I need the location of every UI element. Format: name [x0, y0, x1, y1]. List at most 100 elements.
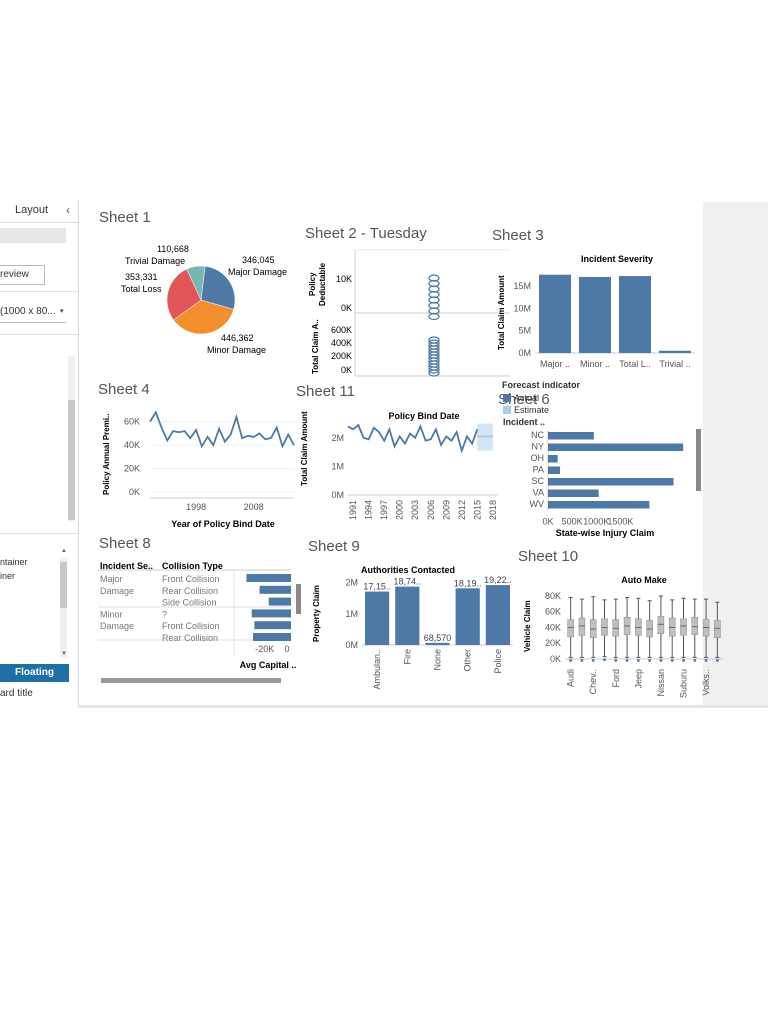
- show-dashboard-title-checkbox-label[interactable]: ard title: [0, 688, 33, 699]
- sheet9-bar: [365, 591, 390, 645]
- legend-actual-label: Actual: [514, 393, 540, 403]
- sheet9-xtick: Ambulan..: [372, 649, 382, 690]
- sheet10-outlier: [625, 659, 629, 662]
- floating-button[interactable]: Floating: [0, 664, 69, 682]
- sheet8-table-chart[interactable]: Incident Se.. Collision Type Avg Capital…: [96, 556, 306, 686]
- sheet8-collision-type: Rear Collision: [162, 633, 218, 643]
- sheet10-outlier: [682, 659, 685, 662]
- scrollbar-track[interactable]: [68, 356, 75, 521]
- sheet10-box-plot[interactable]: Auto Make Vehicle Claim 80K 60K 40K 20K 0K Au…: [515, 572, 725, 702]
- sheet6-bar: [548, 501, 650, 509]
- sheet11-xtick: 2018: [488, 500, 498, 520]
- sheet1-title[interactable]: Sheet 1: [99, 209, 151, 226]
- sheet9-chart-title: Authorities Contacted: [361, 565, 455, 575]
- sheet8-bar: [253, 633, 291, 641]
- tree-scrollbar-thumb[interactable]: [60, 562, 67, 608]
- sheet8-hscrollbar[interactable]: [101, 678, 281, 683]
- sheet11-xtick: 1997: [379, 500, 389, 520]
- sheet1-pie-chart[interactable]: 110,668 Trivial Damage 353,331 Total Los…: [95, 235, 305, 360]
- sheet10-box: [578, 617, 586, 636]
- pie-label-minor: Minor Damage: [207, 345, 266, 355]
- sheet6-bar: [548, 432, 594, 440]
- sheet8-bar: [251, 609, 291, 618]
- sheet10-box: [714, 620, 721, 638]
- device-preview-bar[interactable]: [0, 228, 66, 243]
- sheet10-xtick: Nissan: [656, 669, 666, 697]
- sheet4-line-chart[interactable]: Policy Annual Premi.. Year of Policy Bin…: [98, 400, 298, 535]
- tab-layout[interactable]: Layout: [15, 204, 49, 216]
- sheet3-ytick: 15M: [513, 281, 531, 291]
- sheet4-xlabel: Year of Policy Bind Date: [171, 519, 275, 529]
- sheet6-bar: [548, 478, 674, 486]
- sheet8-collision-type: Front Collision: [162, 574, 220, 584]
- tree-scrollbar[interactable]: [60, 558, 67, 658]
- sheet9-ylabel: Property Claim: [312, 585, 321, 642]
- sheet9-xtick: None: [433, 649, 443, 671]
- sheet9-ytick: 1M: [345, 609, 358, 619]
- sheet9-title[interactable]: Sheet 9: [308, 538, 360, 555]
- size-select[interactable]: (1000 x 80... ▾: [0, 306, 66, 323]
- sheet11-line-chart[interactable]: Policy Bind Date Total Claim Amount 2M 1M…: [298, 400, 503, 530]
- sheet9-bar-chart[interactable]: Authorities Contacted Property Claim 2M 1…: [305, 560, 515, 695]
- sheet10-chart-title: Auto Make: [621, 575, 667, 585]
- sheet4-ytick: 40K: [124, 440, 140, 450]
- sheet3-title[interactable]: Sheet 3: [492, 227, 544, 244]
- sheet9-xtick: Other: [463, 649, 473, 672]
- sheet8-scrollbar[interactable]: [296, 584, 301, 614]
- size-select-label: (1000 x 80...: [0, 306, 56, 317]
- legend-swatch-actual: [503, 394, 511, 402]
- sheet2-tick-0k-b: 0K: [341, 365, 352, 375]
- sheet10-ylabel: Vehicle Claim: [523, 600, 532, 652]
- sheet6-bar: [548, 455, 558, 463]
- scroll-up-icon[interactable]: ▲: [61, 548, 67, 554]
- sheet11-chart-title: Policy Bind Date: [388, 411, 459, 421]
- sheet10-title[interactable]: Sheet 10: [518, 548, 579, 565]
- sheet10-outlier: [704, 659, 708, 662]
- sheet10-outlier: [580, 659, 584, 662]
- scrollbar-thumb[interactable]: [68, 400, 75, 520]
- sheet11-ylabel: Total Claim Amount: [300, 411, 309, 486]
- chevron-down-icon: ▾: [60, 308, 64, 315]
- collapse-icon[interactable]: ‹: [66, 203, 70, 217]
- sheet9-bar: [425, 642, 450, 645]
- sheet6-xlabel: State-wise Injury Claim: [556, 528, 655, 538]
- sheet3-xtick: Minor ..: [580, 359, 610, 369]
- sheet8-header-collision: Collision Type: [162, 561, 223, 571]
- pie-slice-trivial-damage: [186, 265, 206, 301]
- device-preview-button[interactable]: review: [0, 265, 45, 285]
- sheet10-outlier: [591, 659, 595, 662]
- sheet11-xtick: 2000: [395, 500, 405, 520]
- sheet2-tick-10k: 10K: [336, 274, 352, 284]
- sheet10-outlier: [693, 659, 697, 662]
- sheet8-collision-type: Front Collision: [162, 621, 220, 631]
- sheet8-collision-type: ?: [162, 609, 167, 619]
- sheet10-xtick: Jeep: [633, 669, 643, 689]
- sheet2-title[interactable]: Sheet 2 - Tuesday: [305, 225, 427, 242]
- sheet8-severity: Minor: [100, 609, 123, 619]
- sheet4-title[interactable]: Sheet 4: [98, 381, 150, 398]
- sheet3-ytick: 0M: [518, 348, 531, 358]
- sheet6-scrollbar[interactable]: [696, 429, 701, 491]
- sheet8-title[interactable]: Sheet 8: [99, 535, 151, 552]
- sheet3-ytick: 10M: [513, 303, 531, 313]
- sheet11-title[interactable]: Sheet 11: [296, 383, 355, 400]
- sheet3-bar-chart[interactable]: Incident Severity Total Claim Amount 15M…: [495, 250, 705, 375]
- sheet8-severity: Damage: [100, 621, 134, 631]
- canvas-bottom-edge: [78, 705, 768, 708]
- sheet8-xtick: -20K: [255, 644, 274, 654]
- sheet6-incident-header: Incident ..: [503, 417, 546, 427]
- sheet9-xtick: Police: [493, 649, 503, 674]
- sheet10-box: [680, 618, 687, 636]
- tree-item-container-2[interactable]: iner: [0, 571, 16, 581]
- scroll-down-icon[interactable]: ▼: [61, 651, 67, 657]
- sheet3-bar: [619, 276, 651, 353]
- sheet3-ylabel: Total Claim Amount: [497, 275, 506, 350]
- sheet10-outlier: [648, 659, 652, 662]
- tree-item-container[interactable]: ntainer: [0, 557, 28, 567]
- sheet2-chart[interactable]: Policy Deductable 10K 0K Total Claim A..…: [300, 248, 510, 380]
- sheet3-xtick: Trivial ..: [659, 359, 690, 369]
- sheet6-ytick: VA: [533, 488, 544, 498]
- canvas-background: [703, 202, 768, 705]
- sheet9-value-label: 18,74..: [394, 577, 422, 587]
